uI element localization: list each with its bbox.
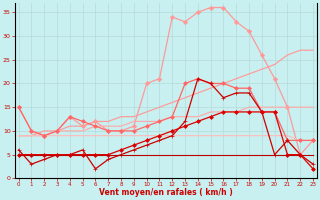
X-axis label: Vent moyen/en rafales ( km/h ): Vent moyen/en rafales ( km/h )	[99, 188, 233, 197]
